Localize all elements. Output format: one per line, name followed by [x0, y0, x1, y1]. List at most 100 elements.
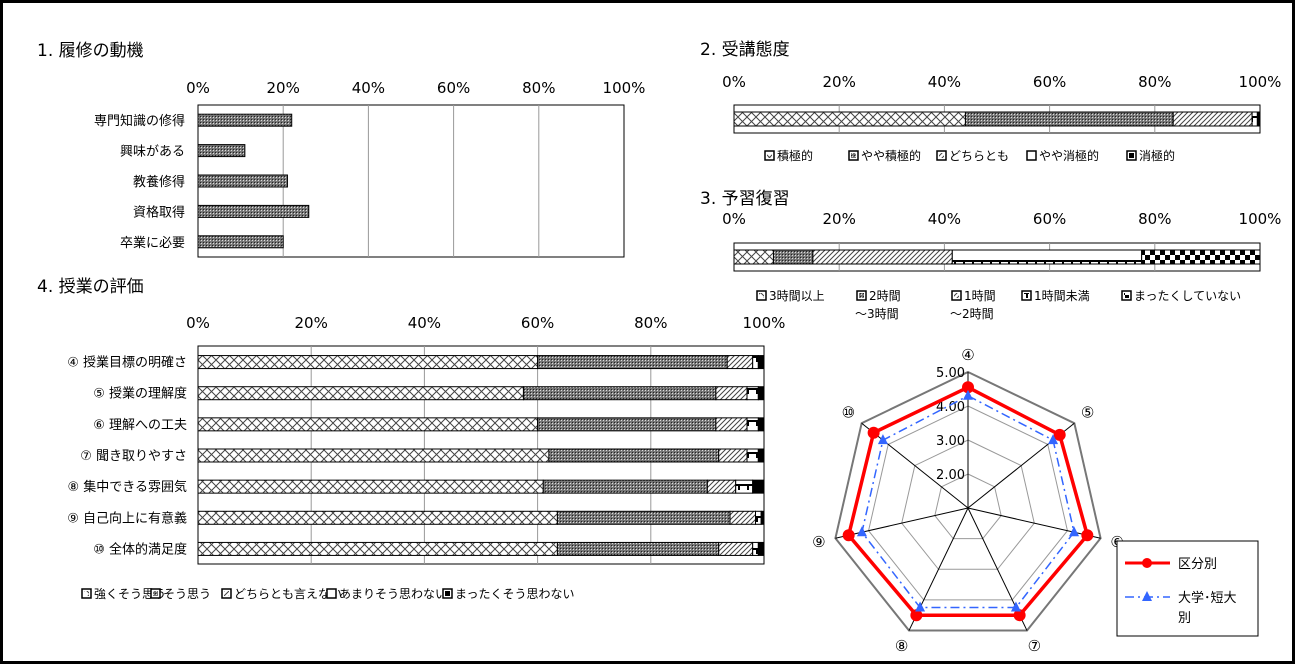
- radar-point: [1081, 529, 1094, 542]
- chart2-legend-label: どちらとも: [949, 149, 1009, 163]
- radar-axis-label: ⑩: [842, 404, 855, 422]
- chart3-tick-label: 100%: [1239, 210, 1282, 228]
- radar-axis-label: ⑤: [1081, 404, 1094, 422]
- chart3-legend-label: 2時間: [869, 289, 901, 303]
- radar-legend-box: [1116, 540, 1259, 637]
- chart4-bar-segment: [752, 541, 759, 556]
- radar-spoke: [967, 507, 1101, 539]
- chart4-bar-segment: [715, 386, 748, 401]
- chart2-bar-segment: [733, 111, 966, 127]
- chart3-legend-label: ～2時間: [950, 307, 994, 321]
- chart4-bar-segment: [757, 541, 765, 556]
- chart4-bar-segment: [757, 417, 765, 432]
- chart4-category-label: ④ 授業目標の明確さ: [67, 355, 187, 371]
- radar-legend-marker: [1142, 558, 1152, 568]
- chart1-category-label: 卒業に必要: [120, 235, 185, 251]
- chart2-title: 2. 受講態度: [700, 40, 790, 60]
- chart4-bar-segment: [197, 541, 558, 556]
- radar-point: [1069, 526, 1080, 537]
- radar-point: [1010, 601, 1021, 612]
- chart4-bar-segment: [726, 355, 754, 370]
- chart4-bar-segment: [760, 510, 765, 525]
- chart2-legend-swatch-fill: [1029, 153, 1034, 158]
- chart3-tick-label: 40%: [928, 210, 961, 228]
- chart3-tick-label: 20%: [823, 210, 856, 228]
- chart2-legend-label: 積極的: [777, 148, 813, 163]
- chart3-bar-segment: [772, 249, 814, 265]
- chart4-bar-segment: [718, 541, 754, 556]
- chart2-legend-swatch-fill: [767, 153, 772, 158]
- chart3-tick-label: 0%: [722, 210, 746, 228]
- radar-ring-label: 3.00: [936, 434, 965, 449]
- chart4-bar-segment: [556, 541, 720, 556]
- chart4-legend-label: 強くそう思う: [94, 587, 166, 601]
- chart2-tick-label: 0%: [722, 73, 746, 91]
- chart4-bar-segment: [197, 448, 550, 463]
- chart3-legend-swatch-fill: [954, 293, 959, 298]
- chart3-legend-swatch-fill: [1124, 293, 1129, 298]
- chart4-tick-label: 60%: [521, 314, 554, 332]
- chart4-bar-segment: [556, 510, 731, 525]
- radar-gridline: [834, 370, 1102, 632]
- radar-legend-label: 別: [1178, 611, 1191, 626]
- chart4-bar-segment: [757, 355, 765, 370]
- chart4-bar-segment: [197, 510, 558, 525]
- chart4-legend-swatch-fill: [445, 591, 450, 596]
- chart1-bar: [197, 113, 293, 127]
- radar-legend-marker: [1142, 591, 1152, 601]
- radar-axis-label: ⑨: [812, 533, 825, 551]
- radar-series-line: [846, 385, 1090, 617]
- chart4-tick-label: 80%: [634, 314, 667, 332]
- chart3-legend-label: 1時間未満: [1034, 289, 1090, 303]
- radar-series-line: [861, 394, 1075, 609]
- chart2-legend-label: 消極的: [1139, 148, 1175, 163]
- chart4-bar-segment: [755, 510, 762, 525]
- chart4-category-label: ⑩ 全体的満足度: [93, 541, 187, 557]
- chart4-bar-segment: [757, 386, 765, 401]
- radar-axis-label: ⑦: [1028, 637, 1041, 655]
- chart4-legend-swatch-fill: [329, 591, 334, 596]
- chart4-tick-label: 20%: [295, 314, 328, 332]
- chart2-bar-segment: [1251, 111, 1258, 127]
- radar-spoke: [861, 422, 969, 509]
- chart1-tick-label: 60%: [437, 79, 470, 97]
- chart1-bar: [197, 235, 284, 249]
- chart4-legend-label: まったくそう思わない: [455, 587, 575, 601]
- radar-point: [1013, 609, 1026, 622]
- radar-gridline: [934, 473, 1002, 540]
- chart1-tick-label: 40%: [352, 79, 385, 97]
- chart3-bar-segment: [1141, 249, 1261, 265]
- chart4-category-label: ⑦ 聞き取りやすさ: [80, 449, 187, 464]
- chart3-bar-segment: [733, 249, 774, 265]
- chart3-bar-segment: [951, 249, 1143, 265]
- chart4-bar-segment: [197, 417, 539, 432]
- radar-point: [842, 529, 855, 542]
- chart2-legend-swatch-fill: [939, 153, 944, 158]
- chart2-tick-label: 60%: [1033, 73, 1066, 91]
- chart4-category-label: ⑤ 授業の理解度: [93, 386, 187, 402]
- radar-gridline: [901, 439, 1035, 570]
- chart4-legend-label: どちらとも言えない: [234, 587, 342, 601]
- chart2-tick-label: 80%: [1138, 73, 1171, 91]
- chart2-tick-label: 100%: [1239, 73, 1282, 91]
- chart2-legend-label: やや消極的: [1039, 148, 1099, 163]
- chart4-bar-segment: [746, 417, 759, 432]
- radar-point: [1048, 434, 1059, 445]
- chart3-legend-label: 1時間: [964, 289, 996, 303]
- chart4-bar-segment: [548, 448, 720, 463]
- chart2-bar-segment: [1256, 111, 1261, 127]
- radar-axis-label: ⑧: [895, 637, 908, 655]
- chart1-bar: [197, 174, 288, 188]
- chart1-tick-label: 80%: [522, 79, 555, 97]
- chart4-category-label: ⑥ 理解への工夫: [93, 418, 187, 433]
- radar-point: [963, 389, 973, 400]
- chart4-legend-swatch-fill: [153, 591, 158, 596]
- chart3-legend-swatch-fill: [759, 293, 764, 298]
- chart4-title: 4. 授業の評価: [37, 277, 144, 297]
- chart4-legend-swatch-fill: [84, 591, 89, 596]
- radar-point: [867, 426, 880, 439]
- chart4-bar-segment: [522, 386, 717, 401]
- radar-gridline: [868, 405, 1068, 601]
